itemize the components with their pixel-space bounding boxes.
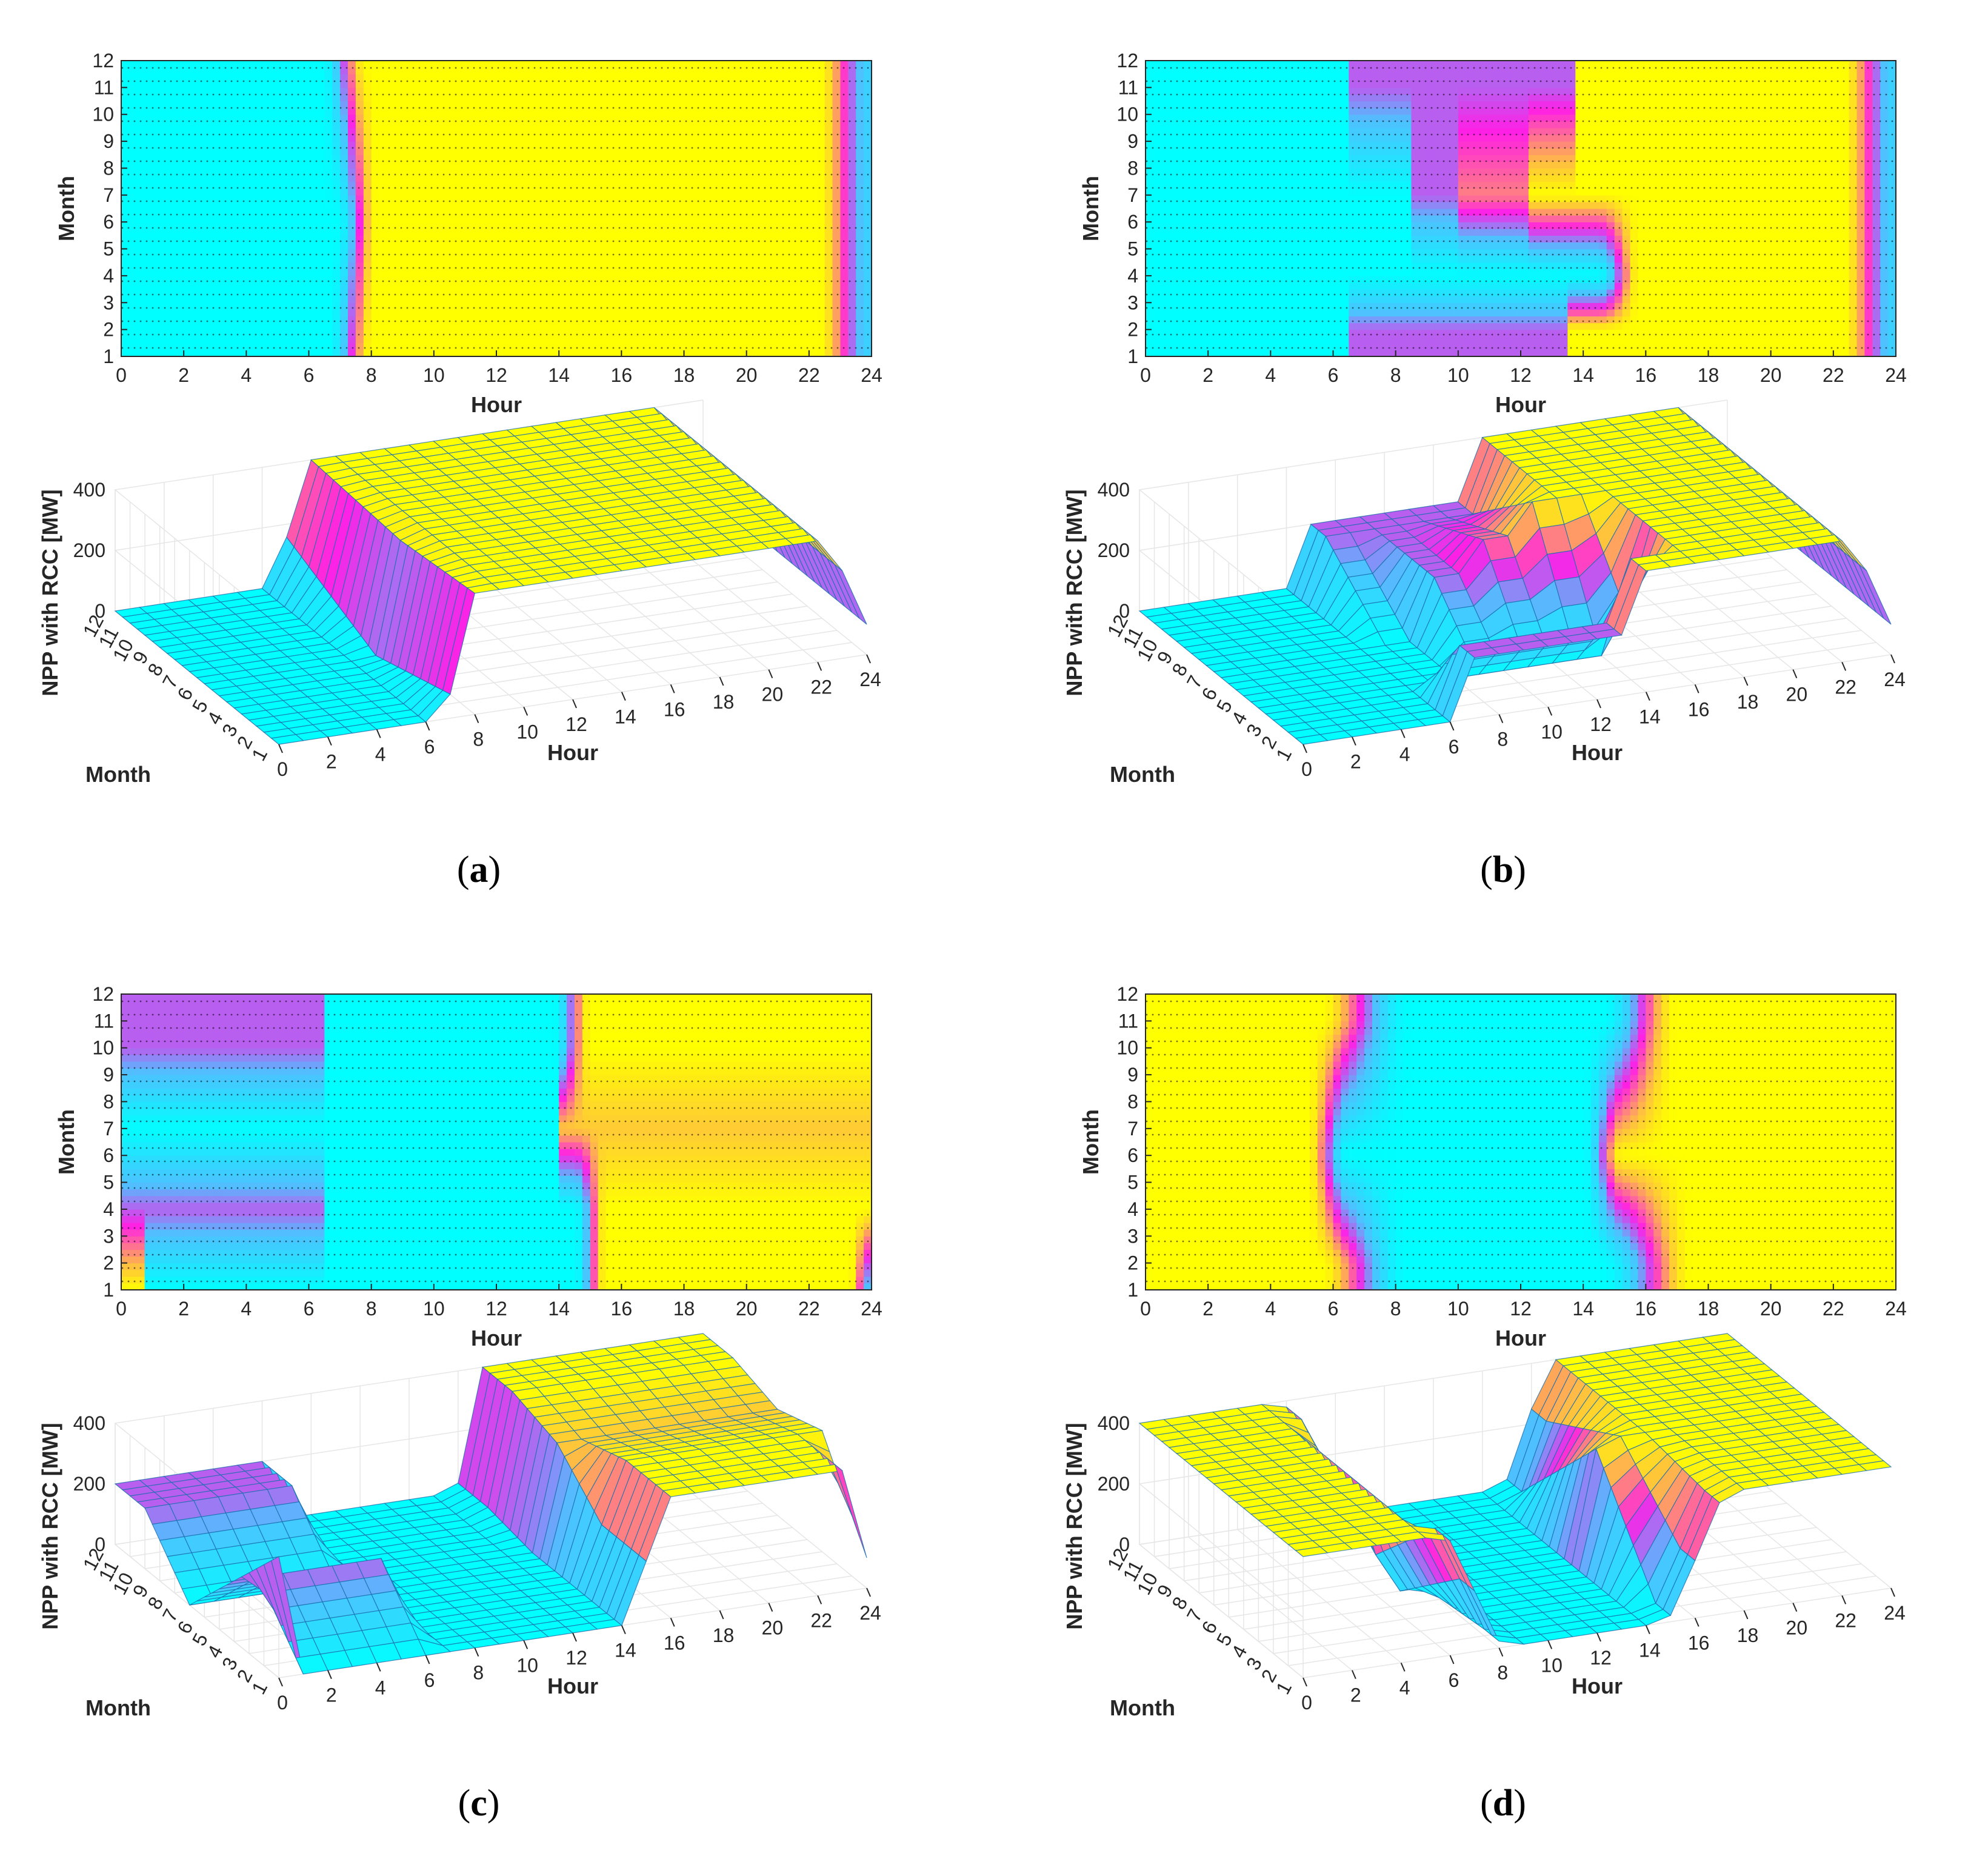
surface-x-tick-label: 6 bbox=[424, 736, 435, 758]
surface-x-tick-mark bbox=[474, 714, 479, 724]
surface-x-tick-label: 20 bbox=[762, 684, 784, 706]
surface-x-tick-label: 12 bbox=[565, 713, 587, 735]
surface-x-tick-mark bbox=[768, 669, 773, 679]
surface-x-tick-mark bbox=[523, 706, 529, 716]
x-tick-label: 6 bbox=[304, 364, 315, 386]
y-tick-label: 7 bbox=[103, 184, 114, 206]
x-tick-label: 20 bbox=[736, 364, 758, 386]
z-tick-label: 200 bbox=[73, 539, 105, 561]
surface-x-tick-mark bbox=[817, 661, 822, 671]
y-tick-label: 6 bbox=[103, 211, 114, 233]
surface-x-tick-label: 2 bbox=[326, 751, 337, 773]
surface-x-tick-mark bbox=[327, 736, 332, 746]
panel-b: 0 2 4 6 8 10 12 14 16 18 20 22 24123456789101112Hour… bbox=[1062, 50, 1907, 787]
y-tick-label: 12 bbox=[92, 50, 114, 72]
surface-x-tick-mark bbox=[719, 676, 724, 686]
x-tick-label: 4 bbox=[241, 364, 252, 386]
x-tick-label: 22 bbox=[798, 364, 820, 386]
x-tick-label: 8 bbox=[366, 364, 377, 386]
surface-x-tick-label: 22 bbox=[810, 676, 832, 698]
surface-x-tick-mark bbox=[572, 699, 577, 709]
surface-x-tick-mark bbox=[376, 729, 381, 738]
y-axis-label: Month bbox=[54, 176, 79, 241]
y-tick-label: 3 bbox=[103, 292, 114, 313]
y-tick-label: 2 bbox=[103, 319, 114, 341]
x-tick-label: 0 bbox=[116, 364, 127, 386]
x-tick-label: 12 bbox=[485, 364, 507, 386]
x-tick-label: 2 bbox=[178, 364, 189, 386]
surface-x-tick-label: 18 bbox=[713, 691, 735, 713]
x-tick-label: 16 bbox=[611, 364, 633, 386]
x-tick-label: 10 bbox=[423, 364, 445, 386]
surface-x-tick-label: 8 bbox=[473, 729, 484, 750]
y-tick-label: 10 bbox=[92, 104, 114, 125]
surface-mesh bbox=[114, 407, 867, 745]
surface-x-tick-label: 10 bbox=[516, 721, 538, 743]
surface-x-tick-mark bbox=[670, 684, 675, 693]
surface-x-tick-mark bbox=[866, 654, 871, 664]
y-tick-label: 5 bbox=[103, 238, 114, 260]
surface-x-tick-label: 14 bbox=[615, 706, 636, 728]
surface-x-tick-label: 4 bbox=[375, 743, 386, 765]
y-tick-label: 8 bbox=[103, 157, 114, 179]
surface-x-tick-mark bbox=[621, 692, 626, 701]
surface-x-tick-label: 24 bbox=[859, 669, 881, 690]
surface-x-tick-mark bbox=[425, 721, 430, 731]
x-tick-label: 14 bbox=[548, 364, 570, 386]
y-tick-label: 9 bbox=[103, 130, 114, 152]
y-tick-label: 4 bbox=[103, 265, 114, 287]
surface-x-tick-mark bbox=[278, 744, 283, 753]
y-tick-label: 11 bbox=[94, 76, 114, 98]
surface-y-axis-label: Month bbox=[85, 762, 151, 787]
surface-x-tick-label: 0 bbox=[277, 758, 288, 780]
z-axis-label: NPP with RCC [MW] bbox=[38, 489, 62, 696]
z-tick-label: 400 bbox=[73, 479, 105, 501]
x-tick-label: 18 bbox=[673, 364, 695, 386]
x-axis-label: Hour bbox=[471, 392, 522, 417]
surface-x-axis-label: Hour bbox=[547, 740, 598, 765]
heatmap-b: 0 2 4 6 8 10 12 14 16 18 20 22 24123456789101112Hour… bbox=[1078, 50, 1907, 417]
y-tick-label: 1 bbox=[103, 345, 114, 367]
heatmap-grid-dots bbox=[121, 61, 872, 356]
heatmap-a: 0 2 4 6 8 10 12 14 16 18 20 22 24123456789101112Hour… bbox=[54, 50, 882, 417]
surface-x-tick-label: 16 bbox=[664, 698, 685, 720]
x-tick-label: 24 bbox=[861, 364, 882, 386]
panel-a: 0 2 4 6 8 10 12 14 16 18 20 22 24123456789101112Hour… bbox=[38, 50, 882, 787]
